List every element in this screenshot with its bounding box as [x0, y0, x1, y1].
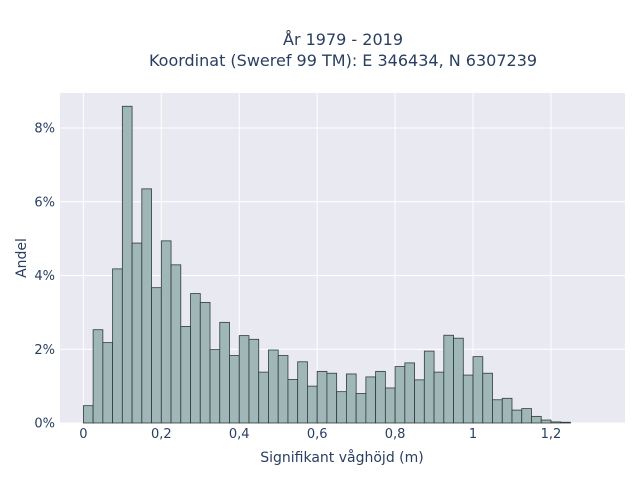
- histogram-bar-24: [316, 370, 328, 424]
- histogram-bar-2: [102, 342, 114, 424]
- histogram-bar-42: [492, 399, 503, 424]
- x-tick-label-0: 0: [79, 427, 87, 442]
- histogram-bar-9: [170, 264, 182, 424]
- x-tick-label-1: 0,2: [151, 427, 172, 442]
- histogram-bar-38: [453, 337, 464, 424]
- x-tick-label-3: 0,6: [307, 427, 328, 442]
- histogram-bar-34: [414, 379, 425, 424]
- y-tick-label-0: 0%: [34, 417, 55, 432]
- histogram-bar-12: [199, 302, 211, 424]
- histogram-bar-33: [404, 362, 415, 424]
- histogram-bar-43: [501, 397, 513, 424]
- histogram-bar-18: [258, 371, 269, 424]
- histogram-bar-28: [355, 393, 367, 424]
- y-tick-label-3: 6%: [34, 195, 55, 210]
- x-tick-labels: 0 0,2 0,4 0,6 0,8 1 1,2: [79, 427, 561, 442]
- y-tick-labels: 0% 2% 4% 6% 8%: [34, 122, 55, 432]
- chart-title-line1: År 1979 - 2019: [283, 30, 403, 49]
- histogram-bar-40: [472, 356, 484, 424]
- histogram-bar-21: [287, 379, 299, 424]
- histogram-bar-36: [433, 371, 445, 424]
- histogram-bar-13: [209, 349, 221, 424]
- histogram-bar-29: [365, 376, 377, 424]
- histogram-bar-47: [540, 419, 552, 424]
- histogram-bar-30: [375, 370, 386, 424]
- y-tick-label-1: 2%: [34, 343, 55, 358]
- histogram-bar-27: [345, 373, 357, 424]
- histogram-bar-16: [238, 335, 250, 424]
- histogram-bar-46: [531, 415, 542, 424]
- histogram-bar-31: [384, 387, 396, 424]
- x-tick-label-5: 1: [469, 427, 477, 442]
- y-tick-label-2: 4%: [34, 269, 55, 284]
- x-tick-label-6: 1,2: [541, 427, 562, 442]
- histogram-bar-35: [423, 350, 435, 424]
- x-tick-label-4: 0,8: [385, 427, 406, 442]
- histogram-bar-49: [560, 421, 571, 424]
- bars: [82, 105, 571, 424]
- histogram-bar-7: [151, 287, 162, 424]
- histogram-bar-3: [112, 268, 123, 424]
- histogram-bar-19: [268, 349, 279, 424]
- histogram-bar-17: [248, 338, 260, 424]
- histogram-bar-32: [394, 366, 406, 424]
- y-tick-label-4: 8%: [34, 122, 55, 137]
- histogram-bar-20: [277, 355, 289, 424]
- histogram-bar-15: [229, 355, 240, 424]
- histogram-bar-39: [462, 374, 474, 424]
- histogram-bar-23: [307, 385, 318, 424]
- histogram-bar-25: [326, 372, 338, 424]
- histogram-bar-4: [121, 105, 133, 424]
- histogram-bar-10: [180, 325, 191, 424]
- histogram-bar-26: [336, 391, 347, 424]
- histogram-bar-0: [82, 405, 94, 424]
- chart-title-line2: Koordinat (Sweref 99 TM): E 346434, N 63…: [149, 51, 537, 70]
- histogram-bar-22: [297, 361, 308, 424]
- x-axis-title: Signifikant våghöjd (m): [260, 449, 423, 466]
- histogram-bar-8: [160, 240, 172, 424]
- histogram-bar-6: [141, 188, 152, 424]
- histogram-bar-45: [521, 408, 532, 424]
- histogram-bar-11: [190, 293, 201, 424]
- histogram-bar-37: [443, 334, 454, 424]
- y-axis-title: Andel: [14, 238, 30, 278]
- x-tick-label-2: 0,4: [229, 427, 250, 442]
- histogram-bar-48: [550, 421, 562, 424]
- histogram-bar-44: [511, 409, 523, 424]
- histogram-bar-41: [482, 372, 493, 424]
- histogram-bar-5: [131, 242, 143, 424]
- histogram-bar-14: [219, 321, 230, 424]
- histogram-bar-1: [92, 329, 104, 424]
